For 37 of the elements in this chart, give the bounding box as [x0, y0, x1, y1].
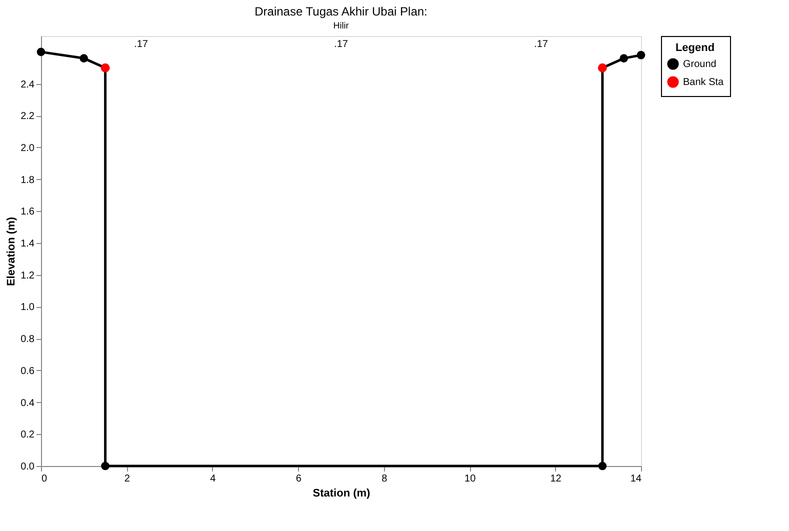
y-tick-label: 1.6 — [20, 206, 35, 218]
chart-title: Drainase Tugas Akhir Ubai Plan: — [254, 4, 428, 18]
y-tick-label: 0.4 — [20, 398, 35, 409]
point — [101, 462, 110, 470]
point — [598, 462, 607, 470]
chart-subtitle: Hilir — [333, 20, 349, 30]
point — [620, 54, 628, 62]
y-tick-label: 2.4 — [20, 79, 35, 90]
y-tick-label: 0.0 — [20, 462, 35, 472]
x-axis-title: Station (m) — [312, 488, 371, 500]
annotation: .17 — [334, 39, 348, 50]
x-tick-label: 12 — [550, 474, 562, 484]
y-tick-label: 1.4 — [20, 238, 35, 250]
legend-label: Bank Sta — [683, 77, 724, 88]
x-tick-label: 2 — [124, 474, 130, 484]
y-tick-label: 0.2 — [20, 430, 35, 441]
x-tick-label: 4 — [210, 474, 216, 484]
annotation: .17 — [534, 39, 548, 50]
legend-title: Legend — [675, 42, 715, 54]
point — [636, 50, 646, 60]
annotation: .17 — [134, 39, 148, 50]
y-tick-label: 1.0 — [20, 302, 35, 314]
y-tick-label: 1.8 — [20, 174, 35, 186]
x-tick-label: 8 — [382, 474, 388, 484]
y-tick-label: 0.8 — [20, 334, 35, 346]
y-tick-label: 0.6 — [20, 366, 35, 377]
x-tick-label: 0 — [42, 474, 48, 484]
legend-label: Ground — [683, 59, 716, 70]
point — [36, 48, 46, 56]
x-tick-label: 6 — [296, 474, 302, 484]
x-tick-label: 14 — [630, 474, 642, 484]
x-tick-label: 10 — [464, 474, 476, 484]
y-tick-label: 1.2 — [20, 270, 35, 282]
point — [80, 54, 88, 62]
y-tick-label: 2.2 — [20, 111, 35, 122]
y-axis-title: Elevation (m) — [6, 216, 18, 286]
y-tick-label: 2.0 — [20, 142, 35, 154]
